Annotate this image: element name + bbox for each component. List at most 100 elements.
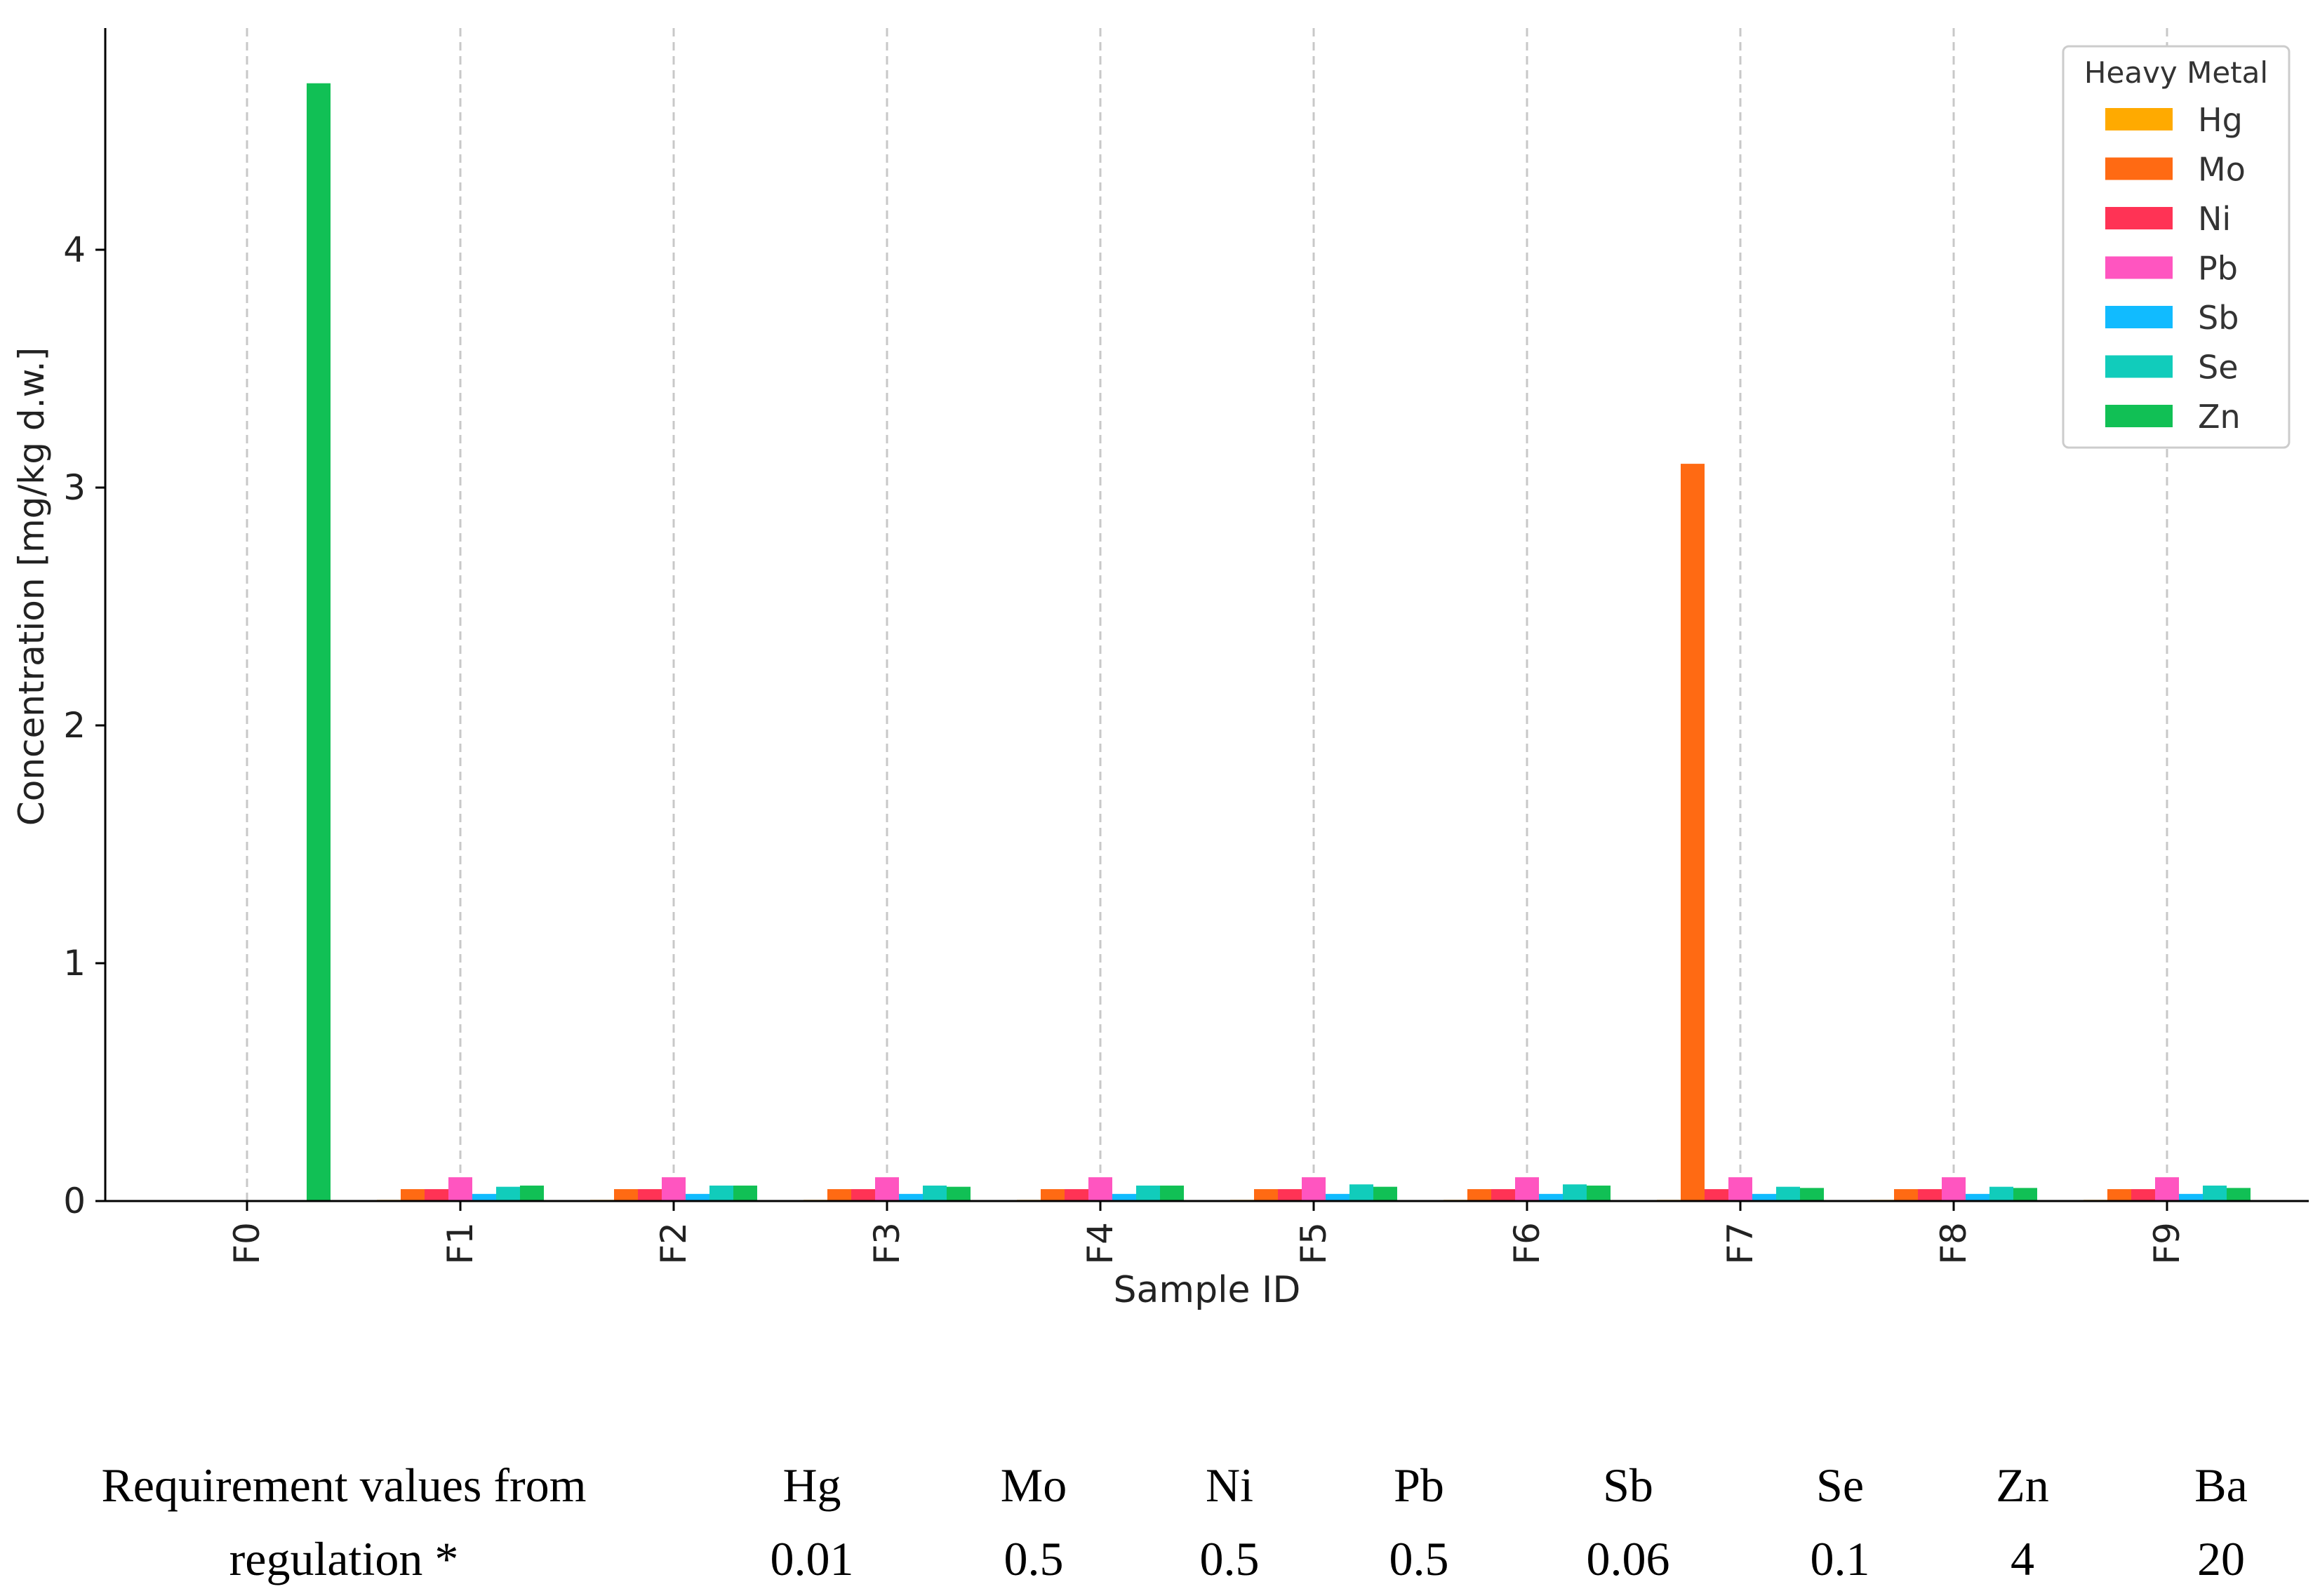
requirement-metal-pb: Pb [1394, 1458, 1444, 1512]
bars [307, 83, 2251, 1202]
requirement-metal-hg: Hg [782, 1458, 841, 1512]
requirement-value-sb: 0.06 [1587, 1532, 1670, 1585]
x-tick-label: F5 [1293, 1222, 1334, 1265]
requirement-value-ni: 0.5 [1200, 1532, 1260, 1585]
requirement-metal-se: Se [1816, 1458, 1864, 1512]
bar-mo-f3 [827, 1189, 851, 1201]
legend-swatch-sb [2105, 306, 2173, 328]
bar-se-f9 [2203, 1185, 2227, 1201]
bar-zn-f8 [2013, 1188, 2037, 1201]
bar-zn-f6 [1587, 1185, 1611, 1201]
bar-sb-f8 [1966, 1193, 1989, 1201]
legend-label-sb: Sb [2198, 299, 2239, 337]
bar-sb-f3 [899, 1193, 923, 1201]
legend-swatch-se [2105, 355, 2173, 378]
x-tick-label: F1 [440, 1222, 481, 1265]
legend-label-zn: Zn [2198, 398, 2241, 436]
bar-zn-f3 [947, 1186, 971, 1201]
bar-pb-f3 [875, 1177, 899, 1201]
x-axis-title: Sample ID [1114, 1269, 1301, 1311]
requirement-metal-sb: Sb [1603, 1458, 1653, 1512]
bar-mo-f1 [401, 1189, 425, 1201]
y-tick-label: 3 [63, 467, 86, 508]
bar-se-f8 [1989, 1186, 2013, 1201]
bar-ni-f1 [425, 1189, 448, 1201]
legend-swatch-zn [2105, 405, 2173, 427]
axes [104, 28, 2309, 1202]
bar-se-f5 [1349, 1184, 1373, 1201]
requirement-value-hg: 0.01 [771, 1532, 854, 1585]
gridlines [246, 28, 2168, 1201]
bar-pb-f8 [1942, 1177, 1966, 1201]
requirement-value-se: 0.1 [1811, 1532, 1870, 1585]
legend-box [2062, 45, 2291, 449]
y-tick-label: 1 [63, 943, 86, 984]
bar-sb-f6 [1539, 1193, 1563, 1201]
x-tick-label: F7 [1720, 1222, 1761, 1265]
requirements-label-line2: regulation * [229, 1532, 459, 1585]
legend-title: Heavy Metal [2084, 55, 2268, 90]
bar-sb-f4 [1112, 1193, 1136, 1201]
bar-zn-f9 [2227, 1188, 2251, 1201]
bar-zn-f5 [1373, 1186, 1397, 1201]
requirement-value-ba: 20 [2197, 1532, 2245, 1585]
bar-pb-f7 [1728, 1177, 1752, 1201]
x-tick-label: F2 [653, 1222, 694, 1265]
bar-se-f1 [496, 1186, 520, 1201]
legend-label-ni: Ni [2198, 200, 2231, 238]
y-axis-title: Concentration [mg/kg d.w.] [11, 347, 52, 826]
requirement-value-mo: 0.5 [1004, 1532, 1064, 1585]
requirement-metal-zn: Zn [1996, 1458, 2049, 1512]
bar-ni-f4 [1065, 1189, 1088, 1201]
legend-label-mo: Mo [2198, 151, 2246, 189]
bar-sb-f2 [686, 1193, 709, 1201]
bar-pb-f6 [1515, 1177, 1539, 1201]
bar-mo-f6 [1467, 1189, 1491, 1201]
legend-swatch-ni [2105, 207, 2173, 229]
bar-ni-f9 [2131, 1189, 2155, 1201]
bar-ni-f6 [1491, 1189, 1515, 1201]
bar-pb-f1 [448, 1177, 472, 1201]
bar-mo-f5 [1254, 1189, 1278, 1201]
bar-se-f7 [1776, 1186, 1800, 1201]
x-tick-label: F8 [1933, 1222, 1974, 1265]
legend-swatch-hg [2105, 108, 2173, 130]
bar-ni-f7 [1705, 1189, 1728, 1201]
bar-mo-f8 [1894, 1189, 1918, 1201]
legend-label-se: Se [2198, 349, 2239, 387]
requirement-value-pb: 0.5 [1389, 1532, 1449, 1585]
y-tick-label: 0 [63, 1181, 86, 1221]
x-tick-label: F4 [1080, 1222, 1121, 1265]
bar-zn-f1 [520, 1185, 544, 1201]
bar-sb-f7 [1752, 1193, 1776, 1201]
bar-sb-f5 [1326, 1193, 1349, 1201]
bar-mo-f2 [614, 1189, 638, 1201]
requirement-metal-mo: Mo [1001, 1458, 1067, 1512]
x-tick-label: F6 [1507, 1222, 1547, 1265]
bar-ni-f3 [851, 1189, 875, 1201]
x-tick-label: F3 [867, 1222, 907, 1265]
bar-sb-f9 [2179, 1193, 2203, 1201]
requirement-metal-ni: Ni [1206, 1458, 1253, 1512]
bar-zn-f2 [733, 1185, 757, 1201]
bar-ni-f2 [638, 1189, 662, 1201]
bar-se-f4 [1136, 1185, 1160, 1201]
bar-pb-f5 [1302, 1177, 1326, 1201]
bar-mo-f4 [1041, 1189, 1065, 1201]
bar-zn-f0 [307, 83, 331, 1202]
bar-pb-f9 [2155, 1177, 2179, 1201]
legend-label-pb: Pb [2198, 250, 2238, 288]
bar-sb-f1 [472, 1193, 496, 1201]
x-tick-label: F0 [227, 1222, 267, 1265]
bar-ni-f5 [1278, 1189, 1302, 1201]
legend-swatch-pb [2105, 256, 2173, 279]
bar-se-f2 [709, 1185, 733, 1201]
requirements-table: Requirement values from regulation * Hg 0… [101, 1458, 2247, 1585]
bar-zn-f4 [1160, 1185, 1184, 1201]
legend-items: Hg Mo Ni Pb Sb Se Zn [2105, 101, 2246, 436]
bar-pb-f2 [662, 1177, 686, 1201]
tick-labels: 0 1 2 3 4 F0 F1 F2 F3 F4 F5 F6 F7 F8 F9 [63, 229, 2187, 1265]
y-tick-label: 4 [63, 229, 86, 270]
requirement-value-zn: 4 [2011, 1532, 2034, 1585]
